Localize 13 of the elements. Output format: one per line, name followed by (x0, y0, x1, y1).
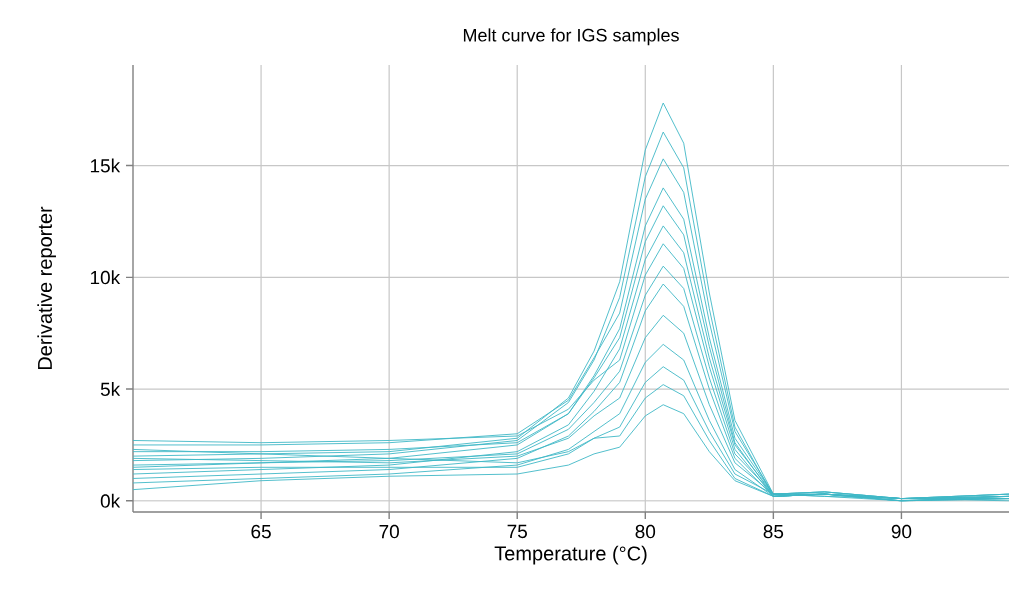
y-tick-label: 0k (100, 493, 121, 508)
y-tick-label: 10k (90, 270, 121, 285)
x-axis-title: Temperature (°C) (494, 545, 647, 565)
chart-title: Melt curve for IGS samples (463, 28, 679, 46)
x-tick-label: 80 (635, 524, 656, 539)
x-tick-label: 85 (763, 524, 784, 539)
y-tick-label: 15k (90, 158, 121, 173)
x-tick-label: 65 (251, 524, 271, 539)
x-tick-label: 90 (891, 524, 912, 539)
y-axis-title: Derivative reporter (37, 206, 56, 370)
x-tick-label: 75 (507, 524, 527, 539)
y-tick-label: 5k (100, 382, 121, 397)
x-tick-label: 70 (379, 524, 399, 539)
